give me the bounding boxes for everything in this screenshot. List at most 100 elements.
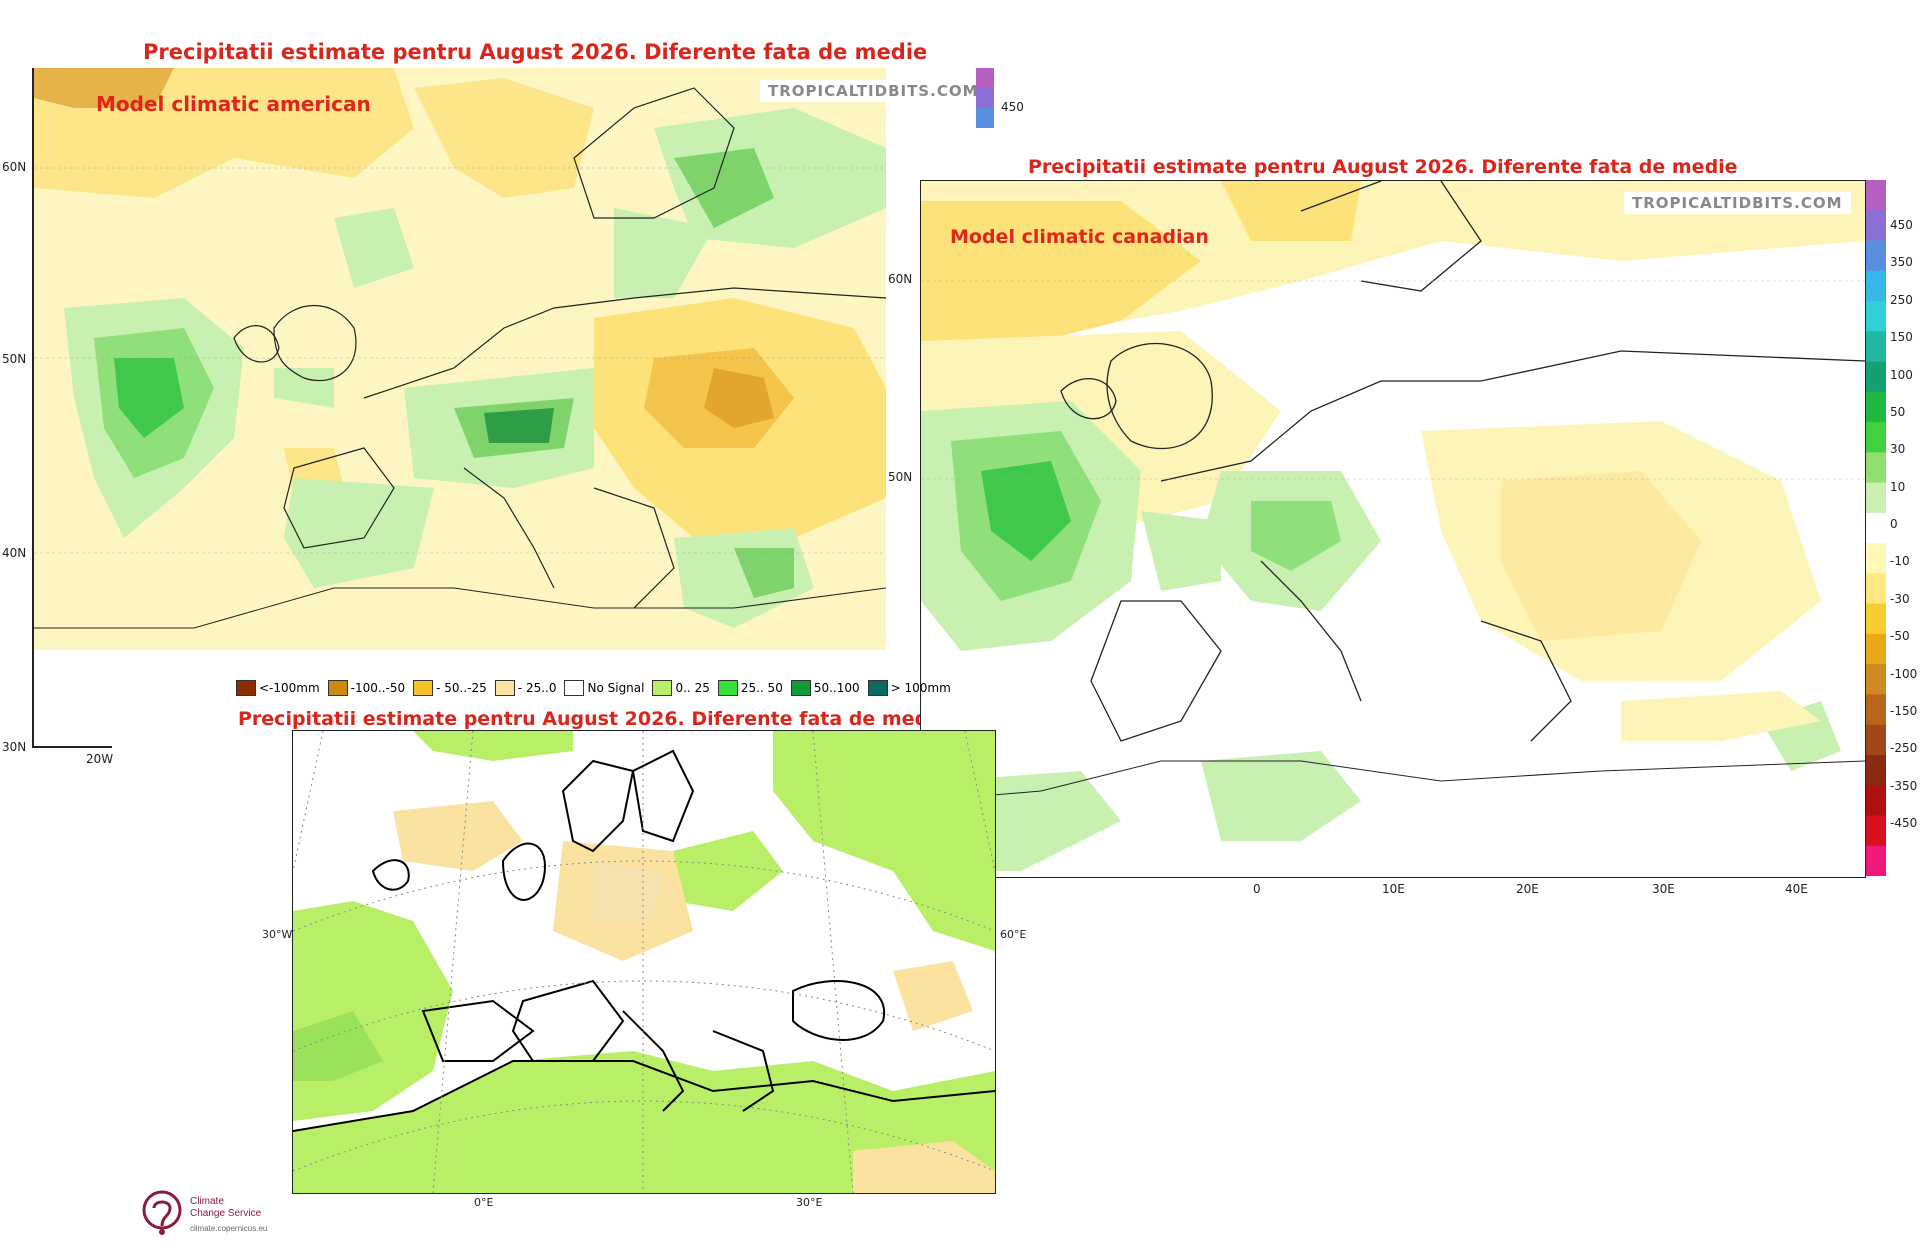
copernicus-logo: Climate Change Service climate.copernicu… (140, 1186, 320, 1240)
european-axis-bottom-30e: 30°E (796, 1196, 823, 1209)
legend-swatch (790, 680, 811, 696)
colorbar-cell (1866, 301, 1886, 332)
legend-label: <-100mm (259, 681, 320, 695)
colorbar-tick-label: -450 (1890, 816, 1918, 830)
american-lat-30n: 30N (2, 740, 27, 754)
european-axis-right: 60°E (1000, 928, 1027, 941)
canadian-map-title: Precipitatii estimate pentru August 2026… (1028, 156, 1738, 178)
colorbar-cell (1866, 391, 1886, 423)
legend-label: - 25..0 (517, 681, 557, 695)
american-map-bottom-axis (32, 746, 112, 748)
legend-swatch (652, 680, 673, 696)
colorbar-cell (1866, 482, 1886, 514)
colorbar-cell (1866, 845, 1886, 877)
canadian-lat-50n: 50N (888, 470, 913, 484)
copernicus-name-line2: Change Service (190, 1208, 262, 1219)
colorbar-cell (1866, 361, 1886, 393)
colorbar-tick-label: 10 (1890, 479, 1906, 494)
legend-swatch (564, 680, 585, 696)
legend-item: No Signal (564, 680, 644, 696)
colorbar-tick-label: -10 (1890, 554, 1910, 569)
european-legend: <-100mm -100..-50 - 50..-25 - 25..0 No Signa… (236, 680, 951, 696)
colorbar-tick-label: 50 (1890, 404, 1906, 419)
colorbar-cell (1866, 815, 1886, 847)
american-lat-50n: 50N (2, 352, 27, 366)
canadian-map-panel (920, 180, 1866, 878)
legend-item: -100..-50 (327, 680, 406, 696)
canadian-watermark: TROPICALTIDBITS.COM (1624, 192, 1851, 214)
canadian-lon-40e: 40E (1785, 882, 1808, 896)
canadian-lat-60n: 60N (888, 272, 913, 286)
canadian-colorbar (1866, 180, 1886, 877)
american-lat-40n: 40N (2, 546, 27, 560)
colorbar-tick-label: 350 (1890, 255, 1913, 270)
colorbar-tick-label: -350 (1890, 778, 1918, 793)
legend-item: 25.. 50 (717, 680, 783, 696)
european-axis-left: 30°W (262, 928, 293, 941)
colorbar-tick-label: -250 (1890, 741, 1918, 756)
colorbar-cell (1866, 210, 1886, 242)
legend-swatch (717, 680, 738, 696)
american-map (34, 68, 886, 650)
legend-swatch (413, 680, 434, 696)
colorbar-tick-label: 250 (1890, 292, 1913, 307)
legend-label: 0.. 25 (675, 681, 710, 695)
colorbar-tick-label: 450 (1890, 218, 1913, 232)
colorbar-cell (1866, 452, 1886, 484)
legend-item: - 50..-25 (413, 680, 487, 696)
legend-swatch (236, 680, 256, 696)
colorbar-cell (1866, 694, 1886, 726)
canadian-lon-30e: 30E (1652, 882, 1675, 896)
colorbar-cell (1866, 543, 1886, 574)
european-map-panel (292, 730, 996, 1194)
american-colorbar (976, 68, 998, 128)
colorbar-cell (1866, 180, 1886, 211)
american-model-label: Model climatic american (96, 92, 371, 116)
colorbar-tick-label: -30 (1890, 591, 1910, 606)
legend-label: - 50..-25 (436, 681, 487, 695)
canadian-model-label: Model climatic canadian (950, 226, 1209, 248)
canadian-lon-10e: 10E (1382, 882, 1405, 896)
colorbar-tick-label: -50 (1890, 629, 1910, 644)
climate-change-service-icon (142, 1190, 182, 1235)
colorbar-tick-label: 100 (1890, 367, 1913, 382)
colorbar-tick-label: -150 (1890, 703, 1918, 718)
legend-item: 50..100 (790, 680, 860, 696)
american-watermark: TROPICALTIDBITS.COM (760, 80, 987, 102)
legend-label: No Signal (587, 681, 645, 695)
american-map-panel (34, 68, 886, 650)
colorbar-cell (1866, 331, 1886, 363)
legend-swatch (327, 680, 348, 696)
copernicus-url: climate.copernicus.eu (190, 1224, 268, 1233)
legend-item: - 25..0 (494, 680, 557, 696)
american-lat-60n: 60N (2, 160, 27, 174)
legend-label: -100..-50 (350, 681, 406, 695)
european-map-title: Precipitatii estimate pentru August 2026… (238, 708, 1135, 730)
legend-swatch (867, 680, 888, 696)
american-map-title: Precipitatii estimate pentru August 2026… (143, 40, 928, 64)
colorbar-cell (1866, 573, 1886, 605)
american-map-left-axis (32, 68, 34, 748)
colorbar-cell (1866, 754, 1886, 786)
colorbar-cell (1866, 785, 1886, 816)
colorbar-cell (1866, 512, 1886, 544)
colorbar-cell (1866, 270, 1886, 302)
legend-label: 50..100 (813, 681, 860, 695)
colorbar-tick-label: 150 (1890, 330, 1913, 345)
american-colorbar-tick: 450 (1001, 100, 1024, 114)
european-axis-bottom-0e: 0°E (474, 1196, 494, 1209)
legend-item: <-100mm (236, 680, 320, 696)
canadian-map (921, 181, 1865, 877)
american-lon-20w: 20W (86, 752, 114, 766)
colorbar-cell (1866, 422, 1886, 453)
canadian-lon-0: 0 (1253, 882, 1261, 896)
legend-item: 0.. 25 (652, 680, 710, 696)
european-map (293, 731, 995, 1193)
legend-label: > 100mm (890, 681, 951, 695)
legend-label: 25.. 50 (740, 681, 783, 695)
copernicus-name-line1: Climate (190, 1196, 224, 1207)
legend-swatch (494, 680, 515, 696)
colorbar-cell (1866, 664, 1886, 695)
colorbar-cell (1866, 603, 1886, 635)
colorbar-cell (1866, 724, 1886, 756)
